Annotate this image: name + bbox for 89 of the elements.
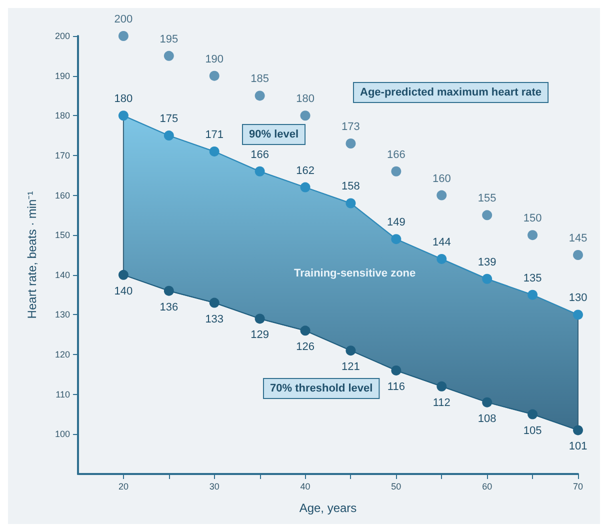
point	[436, 381, 447, 392]
point	[254, 90, 265, 101]
point	[164, 50, 174, 61]
data-label: 116	[387, 380, 405, 393]
x-tick-label: 70	[572, 482, 584, 492]
point	[118, 270, 128, 280]
y-tick-label: 180	[54, 110, 70, 121]
data-label: 180	[296, 93, 314, 106]
point	[346, 138, 356, 149]
y-tick-label: 200	[54, 31, 70, 41]
point	[346, 346, 356, 356]
point	[118, 110, 128, 121]
point	[254, 166, 265, 176]
y-tick-label: 100	[54, 429, 70, 440]
data-label: 144	[432, 236, 451, 248]
point	[528, 409, 538, 420]
y-tick-label: 120	[54, 350, 70, 360]
point	[164, 130, 174, 141]
data-label: 173	[342, 121, 360, 134]
y-tick-label: 130	[54, 310, 70, 320]
point	[391, 234, 402, 244]
x-tick-label: 40	[300, 482, 310, 492]
point	[209, 146, 220, 156]
data-label: 166	[387, 148, 406, 161]
point	[528, 230, 538, 240]
point	[573, 310, 583, 320]
point	[254, 314, 265, 324]
data-label: 135	[523, 272, 542, 284]
point	[436, 190, 447, 200]
data-label: 108	[478, 412, 496, 425]
point	[573, 425, 583, 436]
point	[346, 198, 356, 208]
point	[209, 298, 220, 308]
data-label: 180	[114, 93, 133, 106]
point	[209, 70, 220, 81]
data-label: 149	[387, 216, 406, 229]
y-tick-label: 150	[54, 230, 70, 240]
data-label: 121	[342, 361, 360, 374]
data-label: 195	[160, 33, 178, 46]
point	[482, 274, 492, 284]
x-tick-label: 20	[118, 482, 128, 492]
point	[300, 182, 310, 192]
data-label: 136	[160, 301, 178, 314]
y-axis-title: Heart rate, beats · min⁻¹	[25, 191, 39, 319]
data-label: 145	[568, 232, 588, 244]
point	[300, 110, 310, 121]
point	[482, 210, 492, 220]
data-label: 155	[478, 192, 496, 205]
data-label: 133	[205, 313, 224, 326]
y-tick-label: 170	[54, 150, 70, 160]
data-label: 101	[568, 440, 588, 453]
data-label: 129	[250, 329, 269, 342]
x-tick-label: 60	[482, 482, 492, 492]
point	[391, 166, 402, 176]
x-tick-label: 30	[209, 482, 220, 492]
x-axis-title: Age, years	[299, 501, 357, 515]
point	[482, 397, 492, 408]
point	[436, 254, 447, 264]
data-label: 171	[205, 128, 224, 141]
data-label: 105	[523, 424, 542, 437]
annotation: Training-sensitive zone	[294, 268, 416, 280]
annotation: 70% threshold level	[270, 382, 373, 394]
data-label: 175	[160, 113, 178, 126]
data-label: 190	[205, 53, 224, 66]
data-label: 139	[478, 256, 496, 268]
data-label: 162	[296, 164, 314, 177]
data-label: 200	[114, 14, 133, 26]
data-label: 166	[250, 148, 269, 161]
y-tick-label: 110	[56, 389, 70, 400]
point	[528, 290, 538, 300]
point	[118, 31, 128, 41]
data-label: 185	[250, 73, 269, 86]
y-tick-label: 140	[54, 270, 70, 280]
data-label: 126	[296, 341, 314, 354]
y-tick-label: 160	[54, 190, 70, 200]
data-label: 150	[523, 212, 542, 225]
point	[164, 286, 174, 296]
point	[391, 365, 402, 376]
annotation: 90% level	[249, 128, 299, 140]
y-tick-label: 190	[54, 70, 70, 81]
data-label: 158	[342, 180, 360, 193]
data-label: 130	[568, 292, 588, 304]
data-label: 140	[114, 285, 133, 298]
x-tick-label: 50	[391, 482, 402, 492]
point	[573, 250, 583, 260]
data-label: 160	[432, 172, 451, 185]
point	[300, 326, 310, 336]
data-label: 112	[432, 396, 450, 409]
annotation: Age-predicted maximum heart rate	[360, 86, 542, 98]
